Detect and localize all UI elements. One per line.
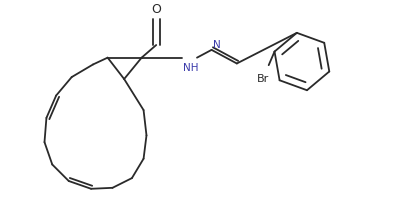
Text: NH: NH: [183, 62, 199, 72]
Text: O: O: [151, 3, 161, 16]
Text: Br: Br: [257, 74, 269, 84]
Text: N: N: [212, 40, 220, 50]
